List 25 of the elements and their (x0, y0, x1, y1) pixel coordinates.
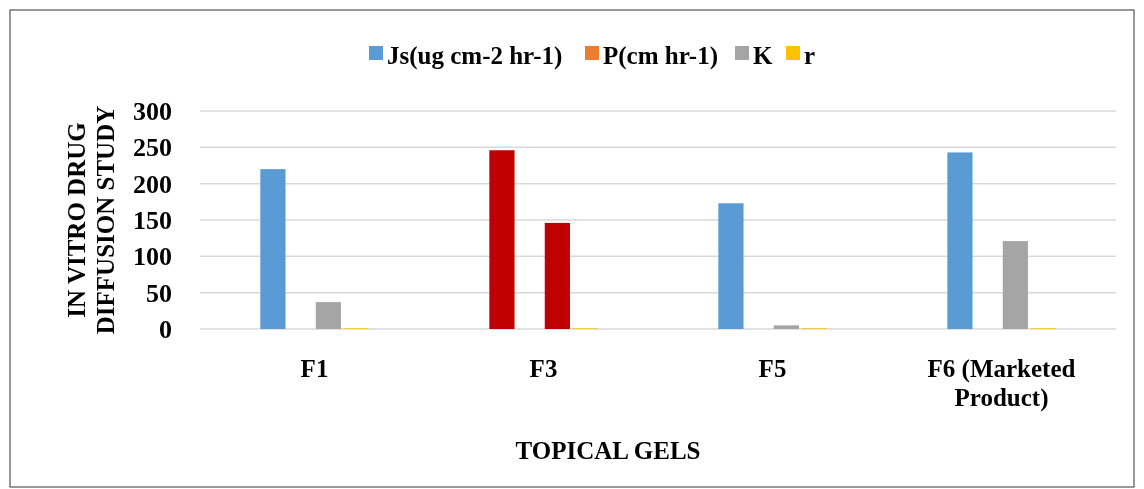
y-tick-label: 50 (146, 278, 172, 308)
y-tick-label: 150 (133, 206, 172, 236)
bar (773, 325, 799, 329)
bar (544, 222, 570, 329)
legend-label: K (753, 41, 773, 69)
bar (718, 203, 744, 329)
legend-label: Js(ug cm-2 hr-1) (387, 41, 563, 70)
bar (315, 302, 341, 329)
bar (489, 150, 515, 329)
bar (260, 169, 286, 329)
y-tick-label: 300 (133, 97, 172, 127)
y-tick-label: 100 (133, 242, 172, 272)
y-tick-label: 0 (159, 315, 172, 345)
x-tick-label: F3 (529, 355, 558, 382)
x-tick-label: F6 (Marketed Product) (927, 355, 1076, 412)
y-tick-label: 200 (133, 169, 172, 199)
bar (1002, 241, 1028, 329)
x-axis-title: TOPICAL GELS (515, 437, 701, 464)
x-tick-label: F1 (300, 355, 329, 382)
y-axis-title: IN VITRO DRUG DIFFUSION STUDY (63, 105, 119, 335)
y-tick-label: 250 (133, 133, 172, 163)
legend-label: P(cm hr-1) (603, 41, 718, 70)
bar (947, 152, 973, 329)
x-tick-label: F5 (758, 355, 787, 382)
legend-label: r (804, 41, 816, 69)
